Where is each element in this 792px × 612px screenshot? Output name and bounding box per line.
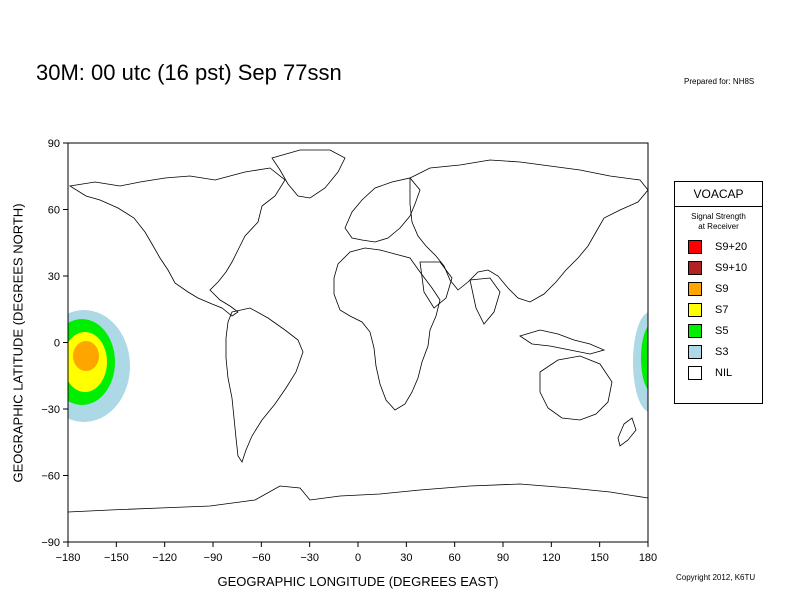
x-tick-label: 120 — [542, 552, 560, 564]
x-tick-label: −180 — [56, 552, 81, 564]
x-tick-label: 90 — [497, 552, 509, 564]
x-tick-label: 60 — [449, 552, 461, 564]
coverage-s5-east — [641, 326, 648, 390]
south-america-outline — [225, 307, 304, 463]
antarctica-outline — [68, 483, 648, 513]
new-zealand-outline — [617, 417, 637, 447]
legend-item: S9+20 — [675, 236, 762, 257]
x-tick-label: 150 — [590, 552, 608, 564]
arabia-india-outline — [419, 261, 501, 325]
legend-item: S7 — [675, 299, 762, 320]
legend-item: NIL — [675, 362, 762, 383]
indonesia-outline — [519, 329, 606, 355]
y-axis: 90 60 30 0 −30 −60 −90 — [41, 138, 68, 549]
legend-swatch — [688, 323, 702, 338]
x-tick-label: 180 — [639, 552, 657, 564]
legend-label: S9 — [715, 282, 729, 295]
legend-subtitle-line1: Signal Strength — [691, 212, 746, 221]
coverage-s3-east — [633, 312, 648, 412]
legend-item: S9 — [675, 278, 762, 299]
x-tick-label: −120 — [152, 552, 177, 564]
continent-outlines — [68, 149, 648, 513]
legend-label: NIL — [715, 366, 733, 379]
copyright-note: Copyright 2012, K6TU — [676, 573, 756, 582]
y-tick-label: 0 — [54, 338, 60, 350]
australia-outline — [539, 355, 613, 421]
legend-swatch — [688, 260, 702, 275]
x-tick-label: 0 — [355, 552, 361, 564]
y-tick-label: −90 — [41, 537, 60, 549]
asia-outline — [409, 159, 648, 303]
north-america-outline — [68, 167, 286, 317]
legend-label: S9+10 — [715, 261, 748, 274]
legend-title: VOACAP — [675, 182, 762, 207]
legend-swatch — [688, 302, 702, 317]
plot-frame — [67, 142, 649, 543]
x-axis-label: GEOGRAPHIC LONGITUDE (DEGREES EAST) — [217, 574, 499, 589]
legend-items: S9+20 S9+10 S9 S7 S5 S3 NIL — [675, 236, 762, 383]
legend-label: S3 — [715, 345, 729, 358]
legend-label: S7 — [715, 303, 729, 316]
x-tick-label: −90 — [204, 552, 223, 564]
europe-outline — [344, 177, 421, 243]
prepared-for-note: Prepared for: NH8S — [684, 77, 755, 86]
legend-swatch — [688, 344, 702, 359]
coverage-region-east — [633, 312, 660, 412]
coverage-s7-east — [648, 344, 660, 376]
legend-swatch — [688, 281, 702, 296]
legend-item: S3 — [675, 341, 762, 362]
legend-label: S5 — [715, 324, 729, 337]
x-axis: −180 −150 −120 −90 −60 −30 0 30 60 90 120 150 180 — [56, 542, 657, 564]
signal-coverage — [68, 149, 660, 513]
y-axis-label: GEOGRAPHIC LATITUDE (DEGREES NORTH) — [10, 203, 26, 483]
y-tick-label: −30 — [41, 404, 60, 416]
signal-legend: VOACAP Signal Strength at Receiver S9+20… — [674, 181, 763, 404]
legend-swatch — [688, 239, 702, 254]
coverage-s9-west — [73, 341, 99, 371]
legend-subtitle-line2: at Receiver — [698, 222, 739, 231]
legend-item: S5 — [675, 320, 762, 341]
map-title: 30M: 00 utc (16 pst) Sep 77ssn — [36, 60, 342, 85]
x-tick-label: −30 — [300, 552, 319, 564]
y-tick-label: −60 — [41, 471, 60, 483]
x-tick-label: −60 — [252, 552, 271, 564]
x-tick-label: 30 — [400, 552, 412, 564]
y-tick-label: 90 — [48, 138, 60, 150]
legend-swatch — [688, 365, 702, 380]
x-tick-label: −150 — [104, 552, 129, 564]
y-tick-label: 30 — [48, 271, 60, 283]
y-tick-label: 60 — [48, 205, 60, 217]
greenland-outline — [271, 149, 346, 199]
legend-subtitle: Signal Strength at Receiver — [675, 212, 762, 232]
legend-label: S9+20 — [715, 240, 748, 253]
africa-outline — [333, 247, 441, 411]
coverage-region-west — [68, 310, 130, 422]
legend-item: S9+10 — [675, 257, 762, 278]
